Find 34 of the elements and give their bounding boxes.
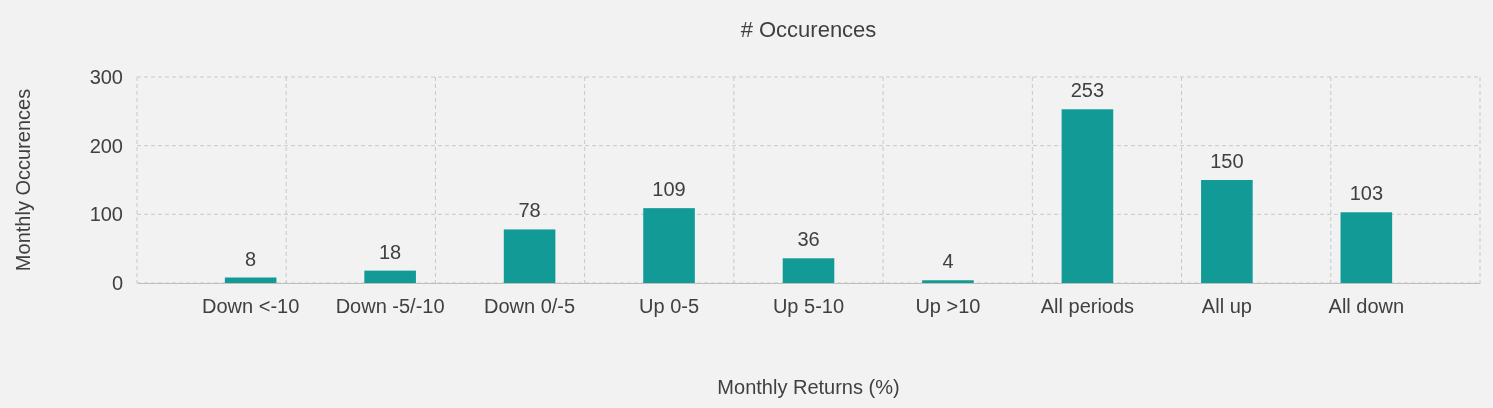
x-tick-label: All periods xyxy=(1040,295,1135,318)
data-label: 4 xyxy=(942,250,954,273)
data-label: 18 xyxy=(378,240,402,263)
x-tick-label: Up >10 xyxy=(915,295,981,318)
data-label: 103 xyxy=(1349,182,1384,205)
x-tick-label: Up 5-10 xyxy=(772,295,845,318)
x-axis-title: Monthly Returns (%) xyxy=(717,376,900,398)
data-label: 36 xyxy=(797,228,820,251)
bar xyxy=(503,229,556,283)
data-label: 253 xyxy=(1070,79,1105,102)
bar xyxy=(1340,212,1393,283)
x-tick-label: All up xyxy=(1201,295,1252,318)
chart-title: # Occurences xyxy=(740,17,877,42)
bar xyxy=(643,208,695,283)
bar xyxy=(1061,109,1114,283)
y-tick-label: 100 xyxy=(89,203,123,226)
bar xyxy=(364,270,416,283)
bar xyxy=(224,277,277,283)
y-tick-label: 200 xyxy=(89,134,123,157)
x-tick-label: Down <-10 xyxy=(202,295,300,318)
bar xyxy=(922,280,974,283)
x-tick-label: Up 0-5 xyxy=(639,295,700,318)
x-tick-label: Down 0/-5 xyxy=(484,295,576,318)
data-label: 78 xyxy=(518,199,541,222)
data-label: 150 xyxy=(1210,150,1244,172)
x-tick-label: Down -5/-10 xyxy=(335,295,445,318)
y-tick-label: 0 xyxy=(111,271,123,294)
x-tick-label: All down xyxy=(1328,295,1405,318)
data-label: 8 xyxy=(245,247,257,270)
bar xyxy=(1201,180,1253,283)
data-label: 109 xyxy=(652,178,686,201)
y-axis-title: Monthly Occurences xyxy=(12,88,34,272)
y-tick-label: 300 xyxy=(89,65,123,88)
bar xyxy=(782,258,835,283)
